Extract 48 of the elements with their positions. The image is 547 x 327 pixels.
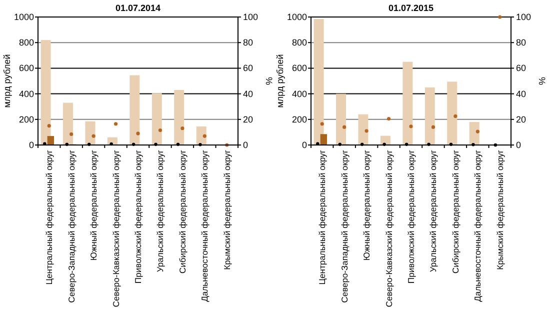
x-tick-label: Центральный федеральный округ xyxy=(317,150,328,285)
x-tick-label: Северо-Западный федеральный округ xyxy=(66,150,76,303)
y-tick-label: 400 xyxy=(292,88,307,99)
y2-tick-label: 0 xyxy=(516,140,522,150)
x-tick-label: Дальневосточный федеральный округ xyxy=(200,150,210,302)
x-tick-label: Северо-Западный федеральный округ xyxy=(339,150,350,303)
y-axis-title: млрд рублей xyxy=(275,54,285,108)
y2-tick-label: 80 xyxy=(516,38,526,48)
chart-title: 01.07.2014 xyxy=(115,3,161,13)
y-tick-label: 800 xyxy=(292,38,307,48)
x-tick-label: Уральский федеральный округ xyxy=(155,150,166,272)
y-tick-label: 0 xyxy=(302,140,307,150)
y-axis-title: млрд рублей xyxy=(2,54,12,108)
x-tick-label: Крымский федеральный округ xyxy=(494,150,505,270)
y2-tick-label: 40 xyxy=(243,88,254,99)
x-tick-label: Южный федеральный округ xyxy=(88,150,99,261)
y2-tick-label: 0 xyxy=(243,140,248,150)
y2-axis-title: % xyxy=(537,76,547,86)
y2-tick-label: 80 xyxy=(243,38,254,48)
x-tick-label: Дальневосточный федеральный округ xyxy=(472,150,483,302)
y-tick-label: 1000 xyxy=(286,12,307,22)
y-tick-label: 400 xyxy=(18,88,34,99)
y2-tick-label: 100 xyxy=(243,12,258,22)
y2-tick-label: 100 xyxy=(516,12,532,22)
y-tick-label: 0 xyxy=(28,140,34,150)
y-tick-label: 600 xyxy=(18,63,34,74)
x-tick-label: Сибирский федеральный округ xyxy=(177,150,188,274)
x-tick-label: Северо-Кавказский федеральный округ xyxy=(110,150,121,308)
x-tick-label: Северо-Кавказский федеральный округ xyxy=(384,150,394,308)
x-tick-label: Сибирский федеральный округ xyxy=(450,150,460,274)
x-tick-label: Уральский федеральный округ xyxy=(428,150,438,272)
chart-title: 01.07.2015 xyxy=(388,3,434,13)
x-tick-label: Приволжский федеральный округ xyxy=(406,150,416,284)
y-tick-label: 800 xyxy=(18,38,34,48)
y2-axis-title: % xyxy=(264,76,274,86)
x-tick-label: Приволжский федеральный округ xyxy=(133,150,143,284)
y2-tick-label: 60 xyxy=(516,63,526,74)
y2-tick-label: 20 xyxy=(243,114,254,124)
x-tick-label: Центральный федеральный округ xyxy=(44,150,54,285)
y2-tick-label: 40 xyxy=(516,88,526,99)
y-tick-label: 600 xyxy=(292,63,307,74)
y-tick-label: 1000 xyxy=(14,12,34,22)
y-tick-label: 200 xyxy=(18,114,34,124)
y2-tick-label: 20 xyxy=(516,114,526,124)
y-tick-label: 200 xyxy=(292,114,307,124)
y2-tick-label: 60 xyxy=(243,63,254,74)
x-tick-label: Южный федеральный округ xyxy=(362,150,372,261)
x-tick-label: Крымский федеральный округ xyxy=(222,150,232,270)
